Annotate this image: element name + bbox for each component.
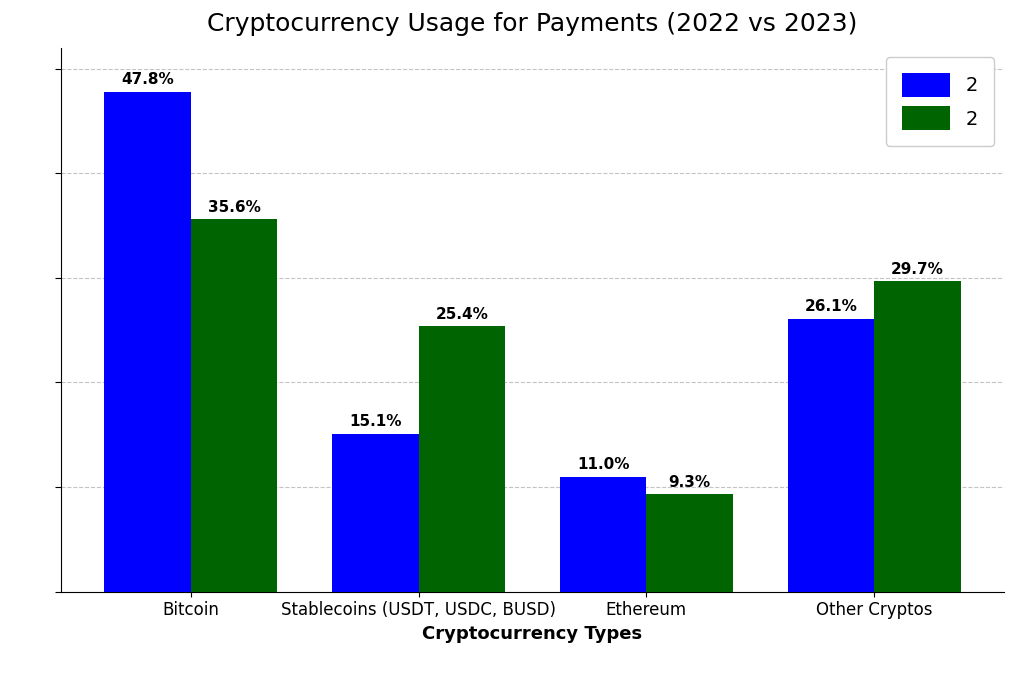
Text: 15.1%: 15.1%	[349, 414, 401, 430]
Bar	[104, 92, 190, 592]
Bar	[190, 219, 278, 592]
X-axis label: Cryptocurrency Types: Cryptocurrency Types	[423, 625, 642, 643]
Text: 26.1%: 26.1%	[805, 299, 857, 314]
Title: Cryptocurrency Usage for Payments (2022 vs 2023): Cryptocurrency Usage for Payments (2022 …	[207, 12, 858, 36]
Legend: 2, 2: 2, 2	[886, 57, 994, 146]
Text: 47.8%: 47.8%	[121, 72, 174, 87]
Bar	[646, 494, 733, 592]
Bar	[332, 434, 419, 592]
Text: 35.6%: 35.6%	[208, 200, 260, 215]
Text: 29.7%: 29.7%	[891, 262, 944, 277]
Text: 11.0%: 11.0%	[577, 458, 630, 473]
Bar	[874, 281, 961, 592]
Text: 9.3%: 9.3%	[669, 475, 711, 490]
Bar	[419, 326, 505, 592]
Bar	[787, 318, 874, 592]
Bar	[560, 477, 646, 592]
Text: 25.4%: 25.4%	[435, 307, 488, 322]
